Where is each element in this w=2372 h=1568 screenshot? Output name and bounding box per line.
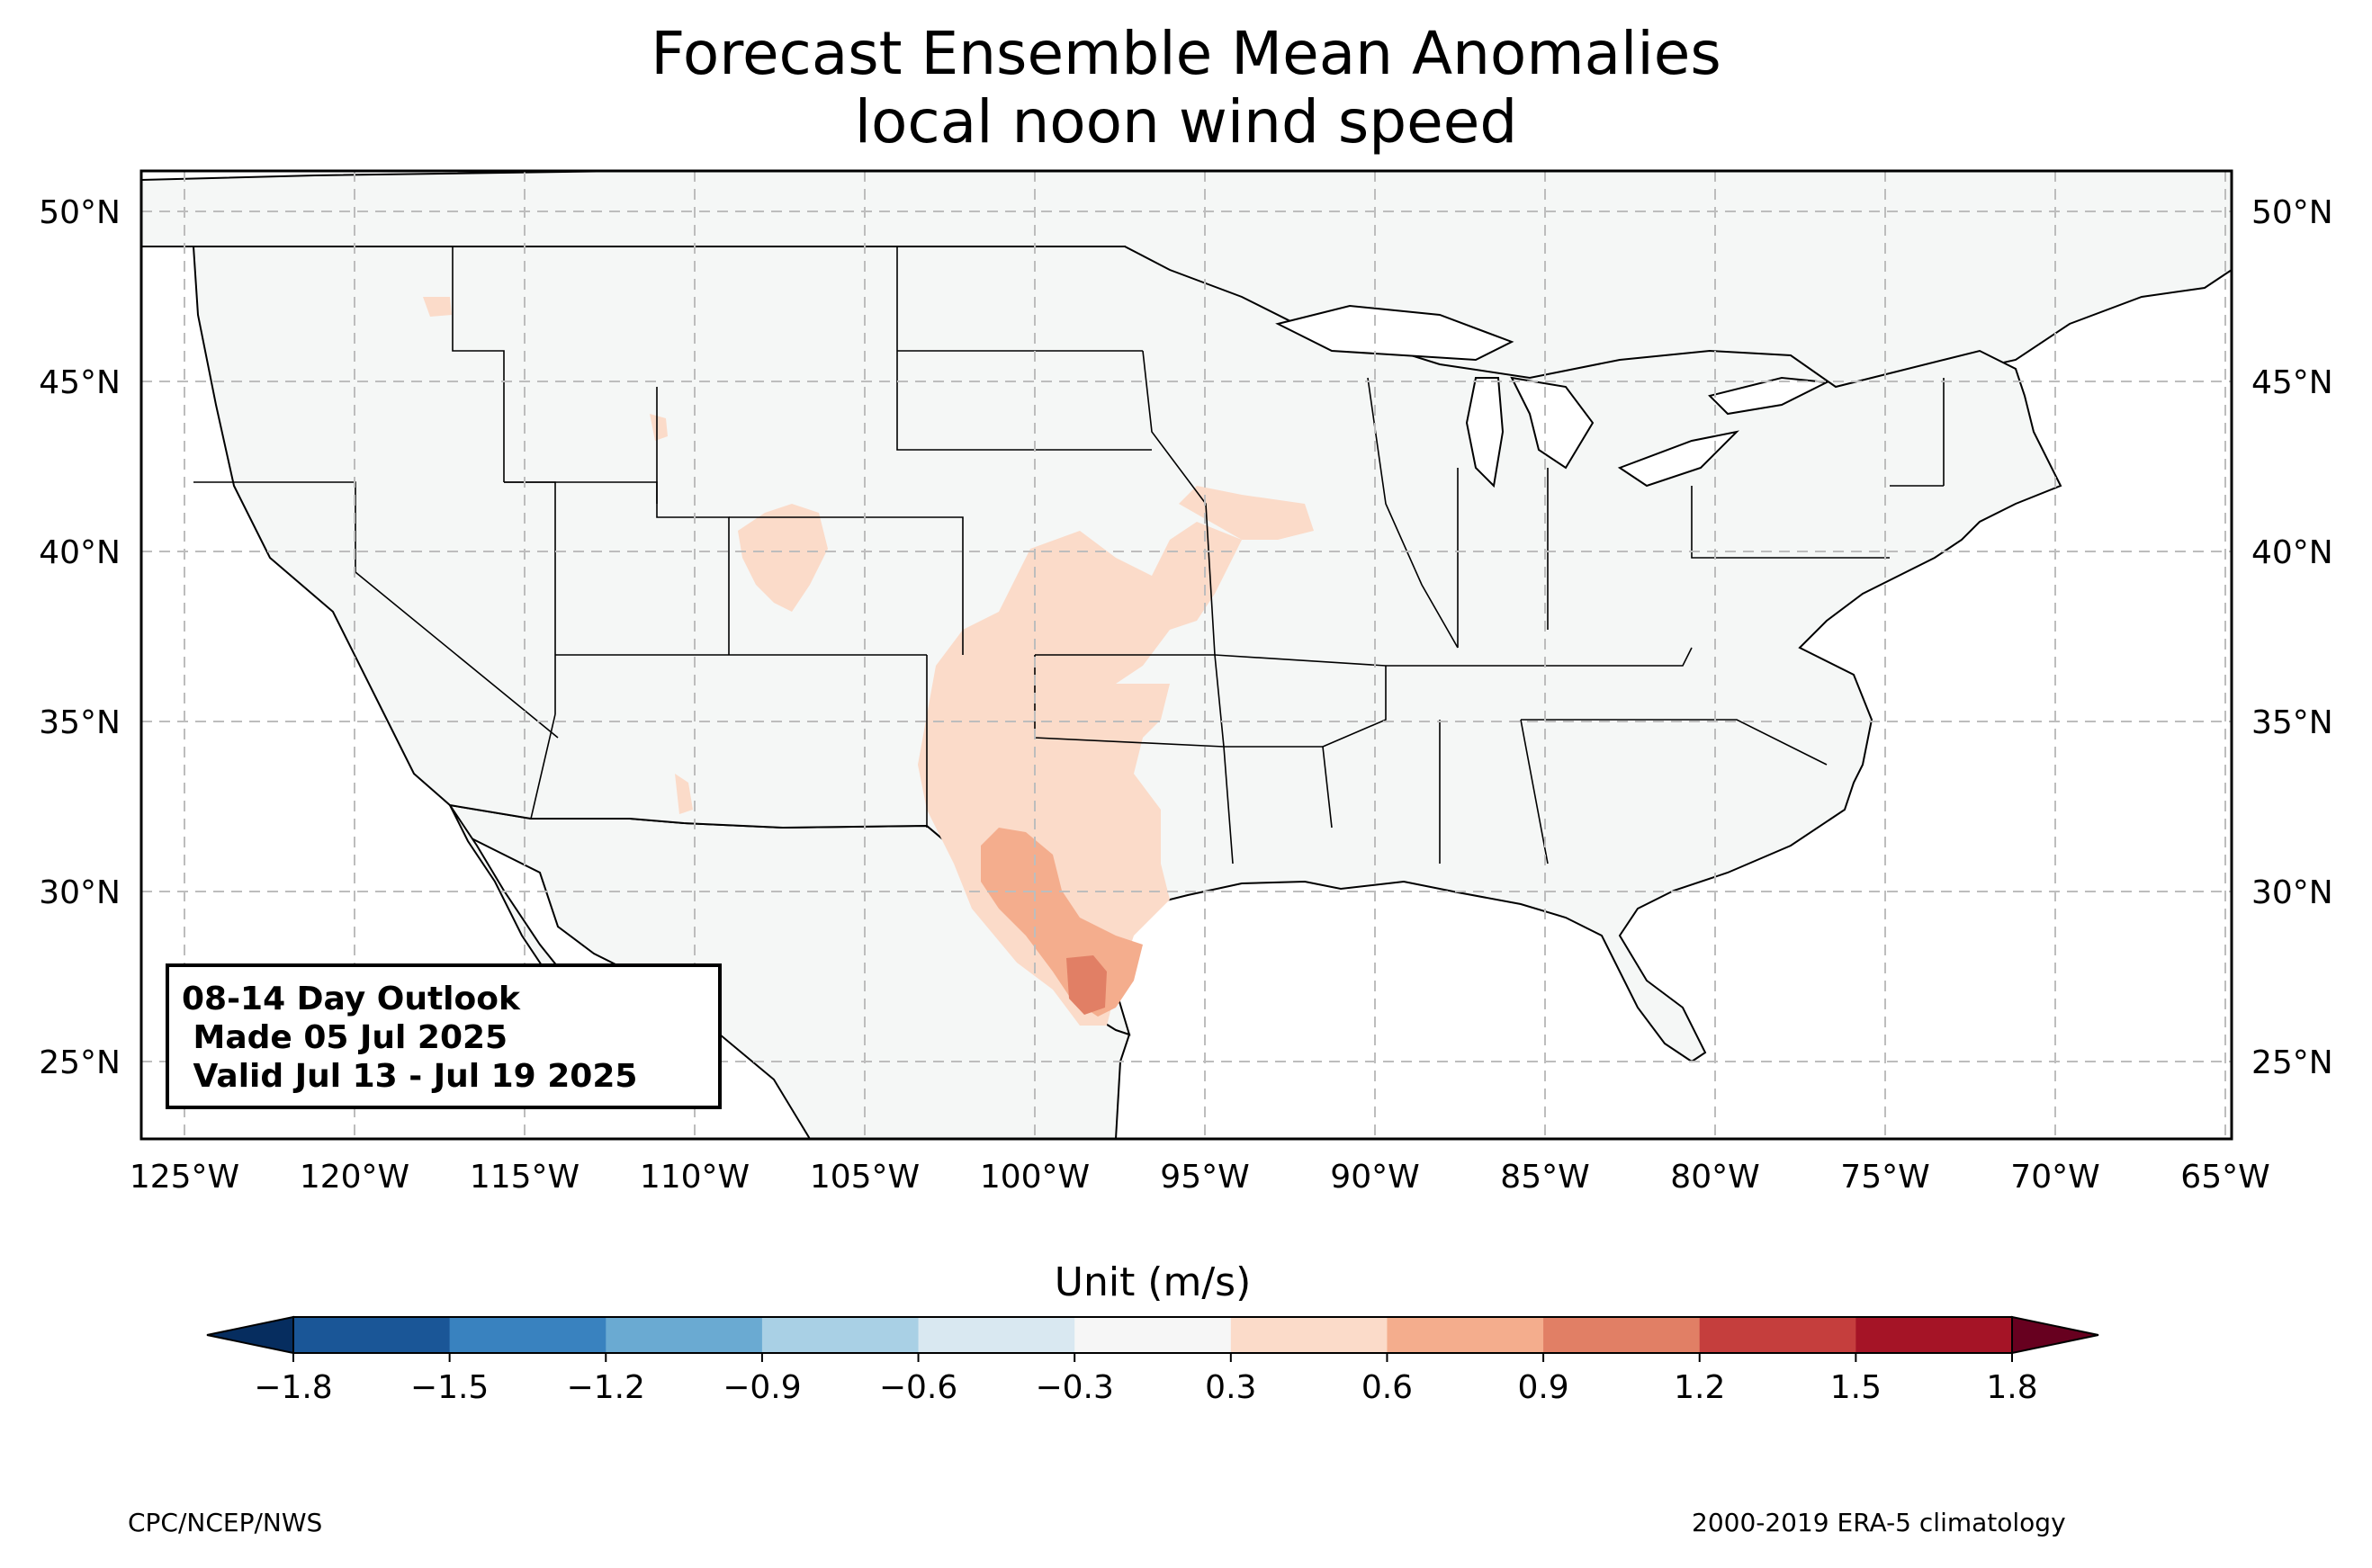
great-lakes (1275, 304, 1830, 488)
footer-climatology: 2000-2019 ERA-5 climatology (1692, 1508, 2066, 1537)
map-subtitle: local noon wind speed (854, 87, 1518, 157)
colorbar-tick-label: 0.9 (1517, 1369, 1568, 1406)
colorbar-bin-9 (1699, 1317, 1856, 1353)
lon-label-115: 115°W (470, 1159, 580, 1196)
lat-label-35-right: 35°N (2251, 704, 2333, 741)
colorbar-bin-2 (606, 1317, 763, 1353)
anomaly-shading (423, 297, 1314, 1026)
colorbar-bin-10 (1855, 1317, 2013, 1353)
lat-label-45-left: 45°N (39, 364, 121, 401)
map-title: Forecast Ensemble Mean Anomalies (651, 19, 1721, 88)
info-line-1: 08-14 Day Outlook (182, 981, 520, 1017)
anomaly-arizona (675, 774, 693, 814)
lon-label-75: 75°W (1840, 1159, 1929, 1196)
lon-label-70: 70°W (2010, 1159, 2099, 1196)
anomaly-idaho (650, 414, 668, 441)
lon-label-120: 120°W (300, 1159, 409, 1196)
lat-labels-right: 50°N 45°N 40°N 35°N 30°N 25°N (2251, 194, 2333, 1081)
anomaly-texas-south (1066, 955, 1107, 1015)
colorbar-tick-label: −0.6 (879, 1369, 957, 1406)
anomaly-montana (423, 297, 452, 317)
lat-label-30-right: 30°N (2251, 874, 2333, 911)
state-boundaries (193, 246, 1945, 865)
colorbar-bin-4 (918, 1317, 1075, 1353)
anomaly-iowa (1179, 486, 1314, 540)
lat-labels-left: 50°N 45°N 40°N 35°N 30°N 25°N (39, 194, 121, 1081)
colorbar-bin-8 (1543, 1317, 1701, 1353)
lat-label-30-left: 30°N (39, 874, 121, 911)
colorbar-tick-label: 1.8 (1986, 1369, 2037, 1406)
colorbar-tick-label: 0.3 (1205, 1369, 1256, 1406)
colorbar-tick-label: −1.2 (567, 1369, 645, 1406)
colorbar: −1.8 −1.5 −1.2 −0.9 −0.6 −0.3 0.3 0.6 0.9 1.2 1.5 1… (206, 1315, 2099, 1406)
colorbar-bin-3 (761, 1317, 920, 1353)
colorbar-tick-label: 0.6 (1361, 1369, 1413, 1406)
colorbar-bin-5 (1074, 1317, 1232, 1353)
info-line-3: Valid Jul 13 - Jul 19 2025 (182, 1058, 638, 1095)
lon-label-110: 110°W (640, 1159, 750, 1196)
lon-label-80: 80°W (1670, 1159, 1759, 1196)
colorbar-bin-1 (449, 1317, 606, 1353)
colorbar-bin-0 (293, 1317, 451, 1353)
lon-label-95: 95°W (1160, 1159, 1249, 1196)
colorbar-tick-label: 1.5 (1830, 1369, 1882, 1406)
lon-label-65: 65°W (2180, 1159, 2269, 1196)
footer-source: CPC/NCEP/NWS (128, 1508, 323, 1537)
lat-label-45-right: 45°N (2251, 364, 2333, 401)
colorbar-tick-label: −1.5 (410, 1369, 489, 1406)
colorbar-frame (292, 1316, 2013, 1354)
info-line-2: Made 05 Jul 2025 (182, 1019, 508, 1056)
anomaly-colorado (738, 504, 828, 612)
lat-label-25-right: 25°N (2251, 1044, 2333, 1081)
lon-label-100: 100°W (980, 1159, 1090, 1196)
colorbar-bin-6 (1230, 1317, 1388, 1353)
lat-label-50-right: 50°N (2251, 194, 2333, 231)
lon-label-90: 90°W (1330, 1159, 1419, 1196)
lat-label-40-left: 40°N (39, 534, 121, 571)
colorbar-tick-label: −0.3 (1035, 1369, 1113, 1406)
lat-label-40-right: 40°N (2251, 534, 2333, 571)
colorbar-over-arrow (2011, 1315, 2099, 1355)
lon-label-85: 85°W (1500, 1159, 1589, 1196)
map-frame (139, 169, 2233, 1141)
outlook-info-box: 08-14 Day Outlook Made 05 Jul 2025 Valid… (166, 963, 722, 1109)
colorbar-tick-label: −0.9 (723, 1369, 801, 1406)
colorbar-bin-7 (1387, 1317, 1544, 1353)
lon-label-105: 105°W (810, 1159, 920, 1196)
colorbar-unit-label: Unit (m/s) (1054, 1259, 1252, 1305)
colorbar-tick-label: 1.2 (1674, 1369, 1725, 1406)
colorbar-tick-label: −1.8 (254, 1369, 332, 1406)
lat-label-35-left: 35°N (39, 704, 121, 741)
colorbar-under-arrow (206, 1315, 294, 1355)
lon-label-125: 125°W (130, 1159, 239, 1196)
lon-labels: 125°W 120°W 115°W 110°W 105°W 100°W 95°W… (130, 1159, 2270, 1196)
lat-label-50-left: 50°N (39, 194, 121, 231)
lat-label-25-left: 25°N (39, 1044, 121, 1081)
